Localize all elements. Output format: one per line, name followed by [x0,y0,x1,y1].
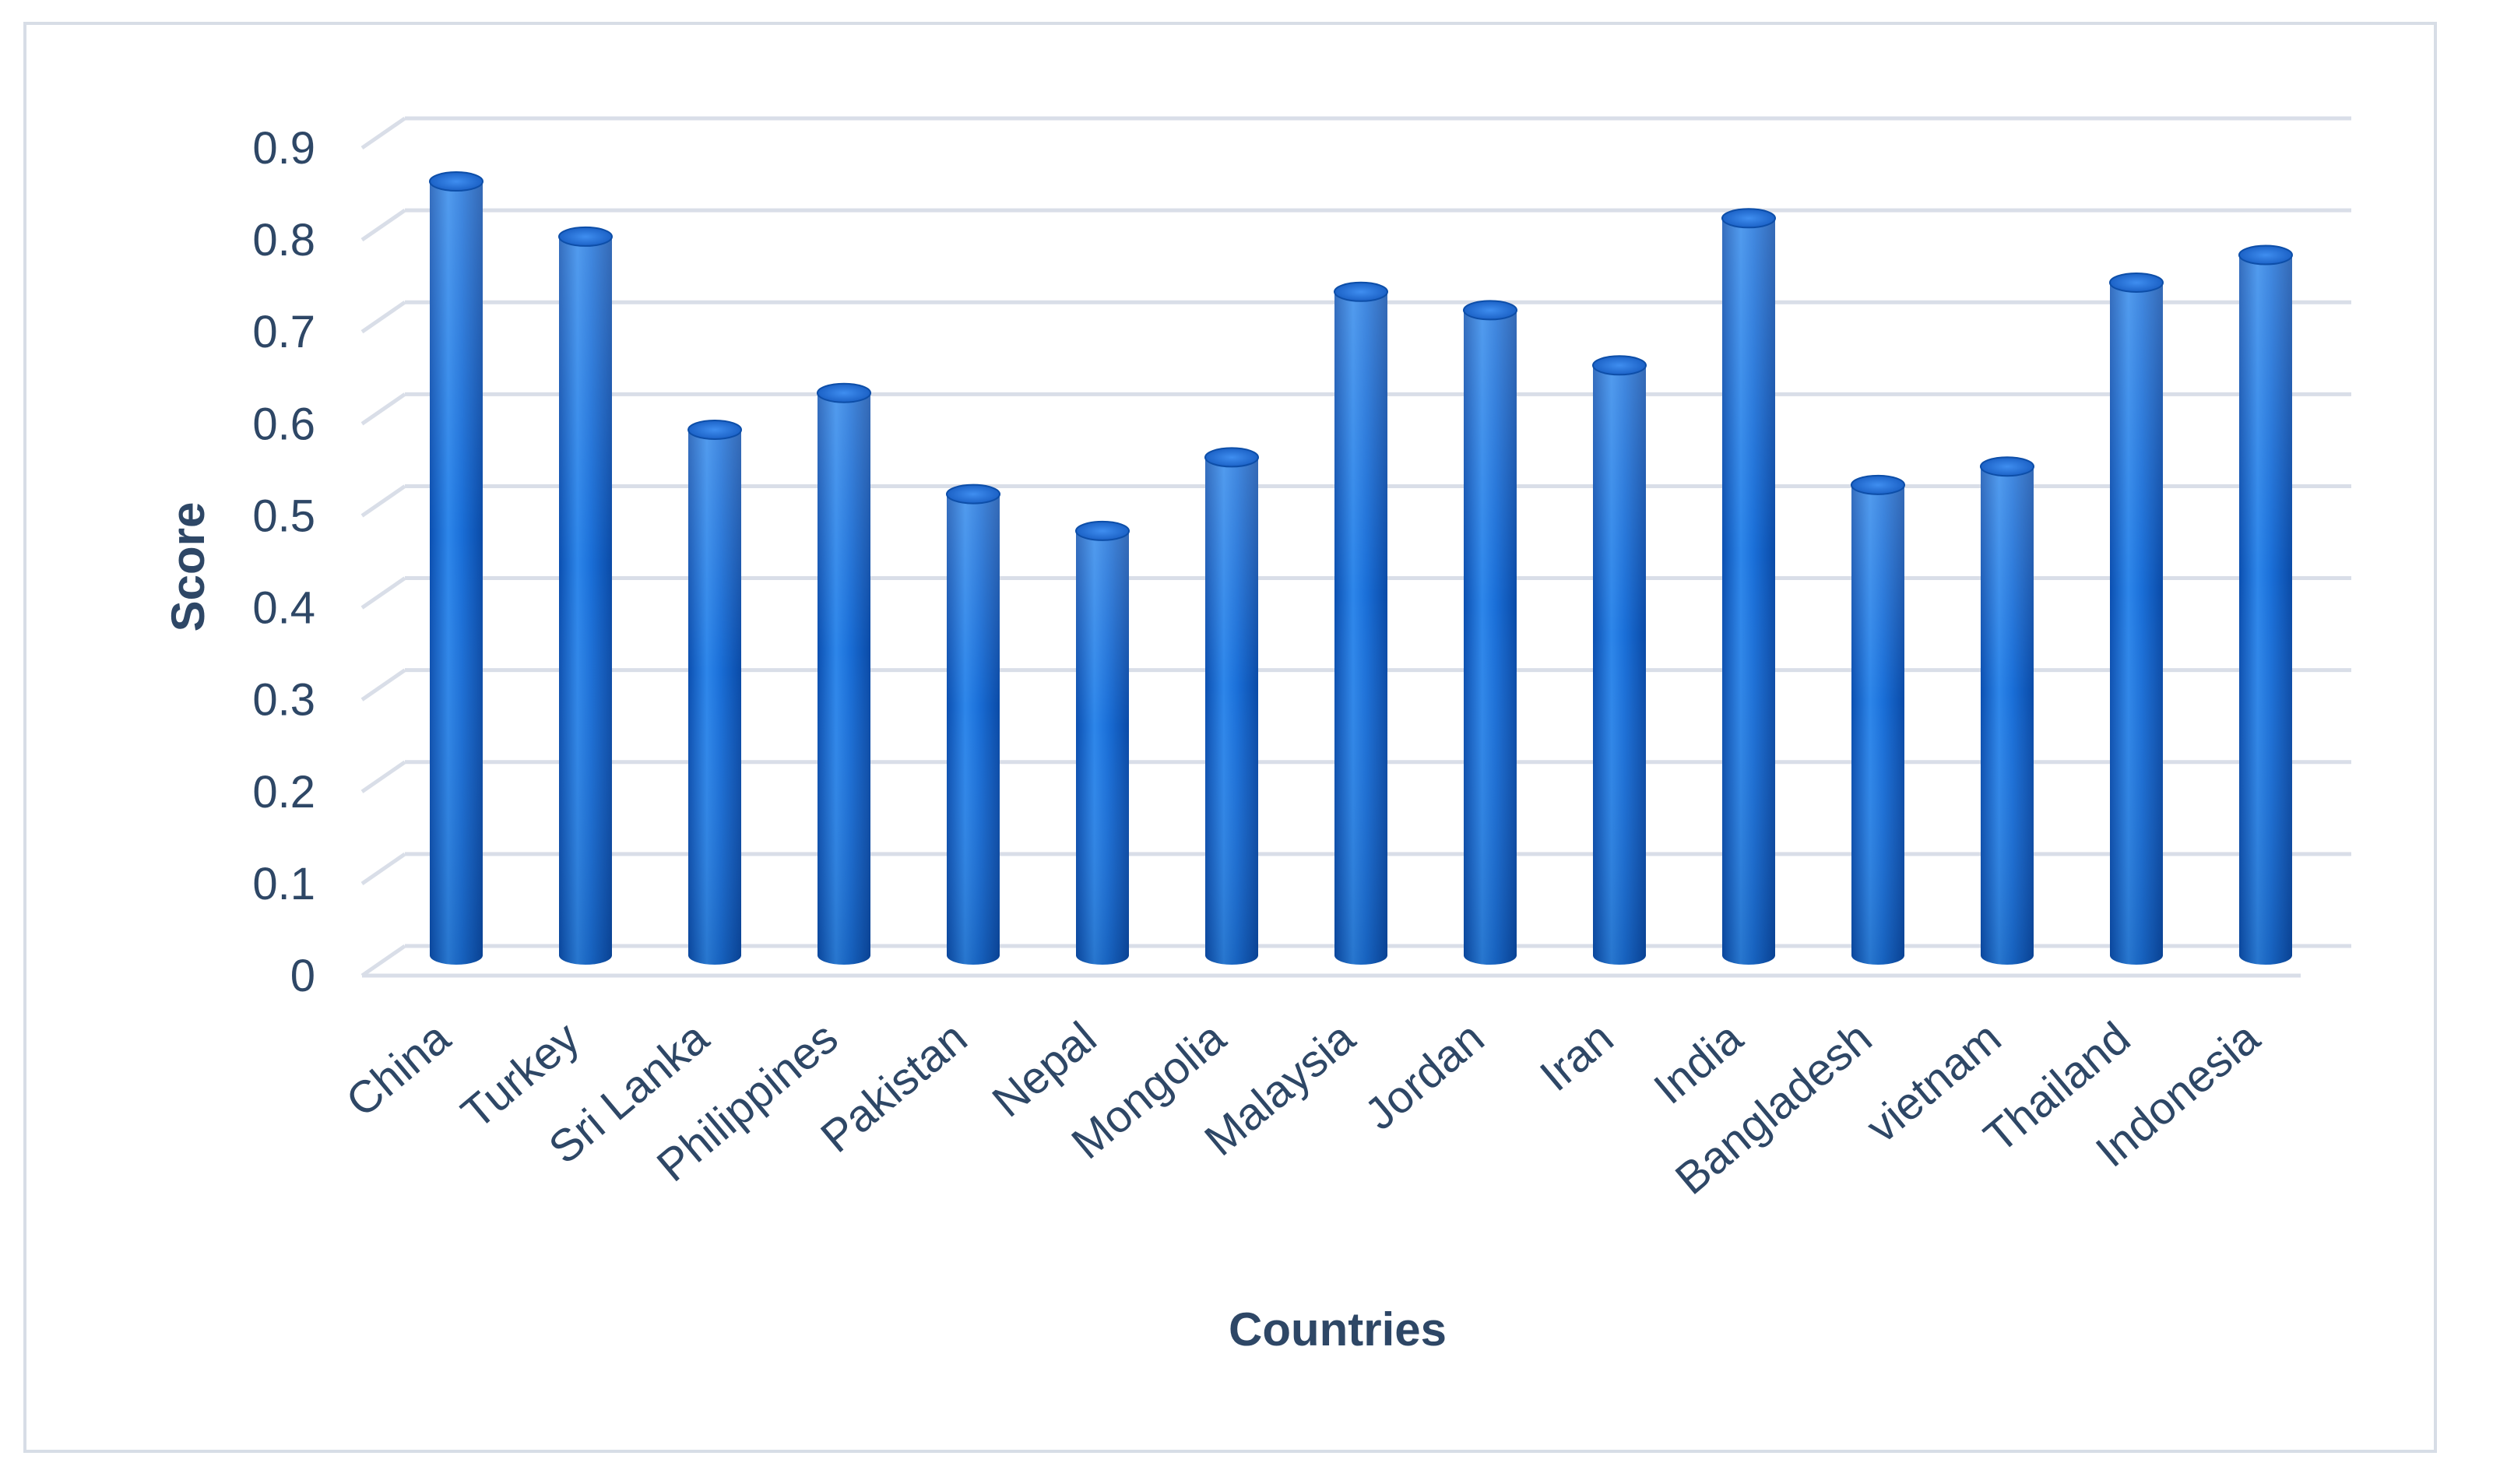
bar [946,484,1000,965]
bar [1334,281,1388,965]
y-tick-label: 0.7 [252,307,315,357]
x-tick-label: Iran [1531,1012,1623,1101]
bar [1075,520,1130,965]
bar [687,419,742,965]
y-tick-label: 0 [290,951,315,1001]
x-tick-label: China [336,1012,459,1127]
y-tick-label: 0.9 [252,123,315,174]
bar [817,382,871,965]
bar [1980,456,2034,965]
bar [1204,447,1259,965]
bar [558,226,613,965]
y-tick-label: 0.2 [252,767,315,818]
gridline [360,116,2351,150]
y-tick-label: 0.5 [252,491,315,541]
bar [2109,272,2164,965]
label-layer: 00.10.20.30.40.50.60.70.80.9ChinaTurkeyS… [252,123,2270,1204]
bar [1851,474,1905,965]
x-tick-label: Pakistan [811,1012,976,1162]
bar [1463,300,1517,965]
bar-layer [429,171,2293,965]
x-axis-title: Countries [1229,1303,1447,1356]
bar [429,171,483,965]
y-tick-label: 0.4 [252,583,315,634]
y-axis-title: Score [162,502,214,632]
x-tick-label: India [1644,1012,1753,1114]
bar [2238,244,2293,965]
y-tick-label: 0.6 [252,399,315,449]
bar [1721,208,1776,965]
y-tick-label: 0.1 [252,859,315,909]
y-tick-label: 0.8 [252,215,315,266]
y-tick-label: 0.3 [252,675,315,726]
x-tick-label: Jordan [1355,1012,1494,1140]
gridline [360,208,2351,242]
bar [1592,355,1647,965]
